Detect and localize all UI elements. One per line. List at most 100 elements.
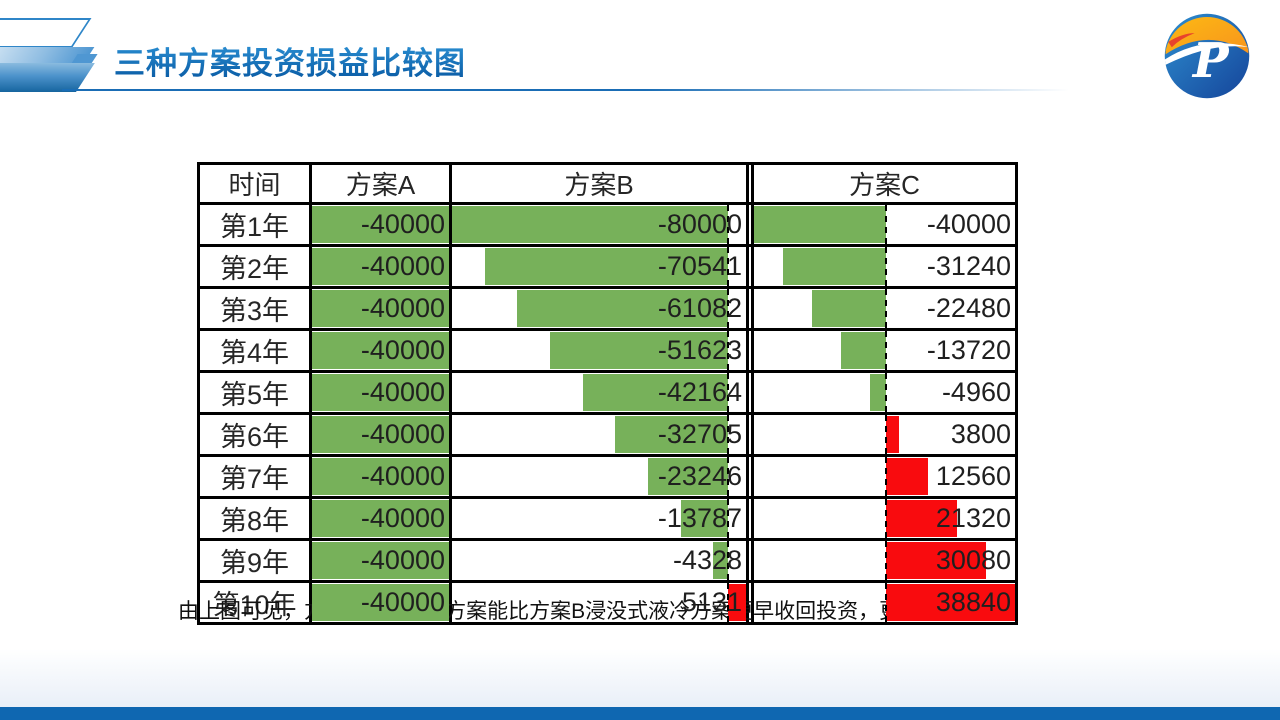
positive-databar [886,584,1014,621]
spacer-cell [746,454,754,499]
cell-value: -40000 [360,377,445,407]
table-row-第8年: 第8年 -40000 -13787 21320 [197,496,1018,541]
value-cell-方案B-第1年: -80000 [449,202,749,247]
positive-databar [886,458,928,495]
negative-databar [313,374,448,411]
negative-databar [484,248,729,285]
cell-value: -40000 [360,419,445,449]
negative-databar [517,290,729,327]
value-cell-方案B-第10年: 5131 [449,580,749,625]
comparison-table: 时间 方案A 方案B 方案C 第1年 -40000 -80000 -40000 第2年 -4000… [197,162,1018,625]
cell-value: 30080 [935,545,1011,575]
databar-axis-line [885,290,888,327]
row-label: 第8年 [197,496,312,541]
value-cell-方案C-第8年: 21320 [751,496,1018,541]
databar-axis-line [885,458,888,495]
cell-value: 21320 [935,503,1011,533]
logo-letter: P [1191,33,1230,89]
decoration-parallelogram-dark [0,63,95,92]
databar-axis-line [727,206,730,243]
cell-value: -13720 [926,335,1011,365]
value-cell-方案C-第2年: -31240 [751,244,1018,289]
column-header-方案A: 方案A [309,162,452,205]
cell-value: -4328 [672,545,742,575]
positive-databar [886,416,899,453]
spacer-column-header [746,162,754,205]
table-row-第9年: 第9年 -40000 -4328 30080 [197,538,1018,583]
cell-value: 5131 [681,587,742,617]
row-label: 第10年 [197,580,312,625]
value-cell-方案C-第4年: -13720 [751,328,1018,373]
column-header-时间: 时间 [197,162,312,205]
spacer-cell [746,538,754,583]
negative-databar [680,500,729,537]
table-row-第7年: 第7年 -40000 -23246 12560 [197,454,1018,499]
spacer-cell [746,580,754,625]
cell-value: -22480 [926,293,1011,323]
databar-axis-line [885,542,888,579]
spacer-cell [746,286,754,331]
negative-databar [313,248,448,285]
value-cell-方案B-第5年: -42164 [449,370,749,415]
value-cell-方案B-第7年: -23246 [449,454,749,499]
spacer-cell [746,202,754,247]
value-cell-方案A-第8年: -40000 [309,496,452,541]
row-label: 第1年 [197,202,312,247]
cell-value: -23246 [657,461,742,491]
value-cell-方案B-第6年: -32705 [449,412,749,457]
negative-databar [783,248,887,285]
value-cell-方案A-第1年: -40000 [309,202,452,247]
table-row-第10年: 第10年 -40000 5131 38840 [197,580,1018,625]
value-cell-方案B-第8年: -13787 [449,496,749,541]
row-label: 第7年 [197,454,312,499]
cell-value: 12560 [935,461,1011,491]
title-underline [62,89,1122,91]
negative-databar [313,584,448,621]
cell-value: -40000 [360,251,445,281]
cell-value: -40000 [360,461,445,491]
value-cell-方案C-第3年: -22480 [751,286,1018,331]
row-label: 第6年 [197,412,312,457]
databar-axis-line [727,458,730,495]
positive-databar [728,584,745,621]
column-header-方案C: 方案C [751,162,1018,205]
negative-databar [615,416,729,453]
cell-value: -40000 [926,209,1011,239]
value-cell-方案C-第7年: 12560 [751,454,1018,499]
table-row-第2年: 第2年 -40000 -70541 -31240 [197,244,1018,289]
spacer-cell [746,370,754,415]
page-title: 三种方案投资损益比较图 [114,38,466,83]
cell-value: -40000 [360,293,445,323]
header-row: 时间 方案A 方案B 方案C [197,162,1018,205]
cell-value: 3800 [950,419,1011,449]
cell-value: -51623 [657,335,742,365]
databar-axis-line [727,416,730,453]
spacer-cell [746,412,754,457]
decoration-parallelogram-light [0,47,95,63]
value-cell-方案A-第10年: -40000 [309,580,452,625]
positive-databar [886,500,957,537]
table-row-第4年: 第4年 -40000 -51623 -13720 [197,328,1018,373]
databar-axis-line [727,332,730,369]
footer-gradient [0,649,1280,707]
databar-axis-line [727,500,730,537]
value-cell-方案A-第9年: -40000 [309,538,452,583]
negative-databar [713,542,729,579]
row-label: 第3年 [197,286,312,331]
negative-databar [648,458,729,495]
cell-value: -31240 [926,251,1011,281]
databar-axis-line [885,248,888,285]
row-label: 第2年 [197,244,312,289]
row-label: 第4年 [197,328,312,373]
negative-databar [812,290,887,327]
negative-databar [313,458,448,495]
negative-databar [313,206,448,243]
negative-databar [453,206,729,243]
value-cell-方案B-第4年: -51623 [449,328,749,373]
value-cell-方案B-第9年: -4328 [449,538,749,583]
cell-value: -4960 [941,377,1011,407]
value-cell-方案A-第6年: -40000 [309,412,452,457]
databar-axis-line [885,374,888,411]
databar-axis-line [885,206,888,243]
